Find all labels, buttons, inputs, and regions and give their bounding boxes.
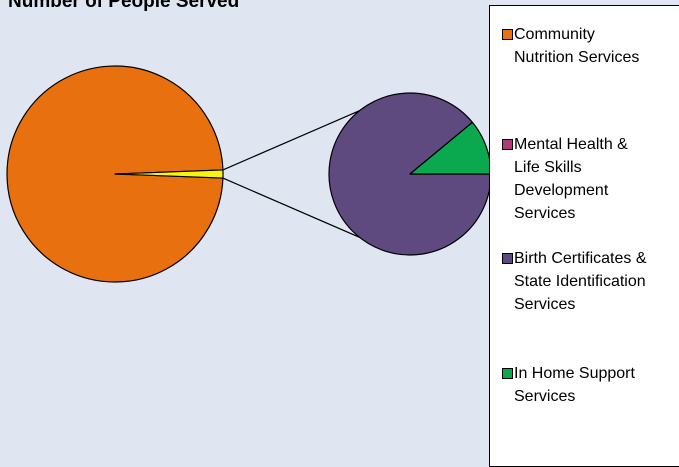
legend-label: Mental Health & Life Skills Development Ser… bbox=[514, 133, 679, 225]
legend-label-line: Life Skills bbox=[514, 159, 582, 176]
main-pie-slice-other bbox=[114, 169, 224, 179]
legend-label: In Home Support Services bbox=[514, 362, 679, 408]
legend-label-line: Services bbox=[514, 388, 576, 405]
main-pie bbox=[6, 65, 224, 283]
legend-label-line: Birth Certificates & bbox=[514, 250, 647, 267]
legend-label-line: Community bbox=[514, 26, 595, 43]
legend: Community Nutrition Services Mental Health… bbox=[489, 5, 679, 467]
legend-label-line: State Identification bbox=[514, 273, 646, 290]
legend-swatch bbox=[502, 253, 513, 264]
legend-label: Community Nutrition Services bbox=[514, 23, 679, 69]
legend-label-line: Mental Health & bbox=[514, 136, 628, 153]
legend-swatch bbox=[502, 29, 513, 40]
legend-label-line: Services bbox=[514, 296, 576, 313]
legend-swatch bbox=[502, 368, 513, 379]
legend-label-line: In Home Support bbox=[514, 365, 635, 382]
legend-label-line: Nutrition Services bbox=[514, 49, 640, 66]
legend-label-line: Development bbox=[514, 182, 609, 199]
legend-label-line: Services bbox=[514, 205, 576, 222]
legend-label: Birth Certificates & State Identification… bbox=[514, 247, 679, 316]
secondary-pie bbox=[328, 92, 492, 256]
legend-swatch bbox=[502, 139, 513, 150]
chart-title: Number of People Served bbox=[8, 0, 240, 12]
pie-of-pie-chart bbox=[6, 65, 492, 283]
